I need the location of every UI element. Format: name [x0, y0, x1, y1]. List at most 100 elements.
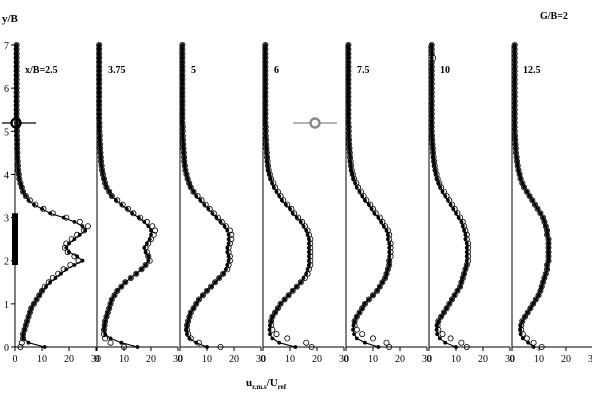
point-open	[13, 102, 20, 109]
point-open	[183, 326, 190, 333]
point-filled	[14, 56, 19, 60]
point-filled	[546, 237, 551, 242]
point-open	[374, 287, 381, 294]
point-filled	[109, 297, 114, 302]
point-open	[180, 149, 187, 156]
point-filled	[512, 94, 517, 99]
point-filled	[15, 151, 20, 155]
point-filled	[346, 77, 351, 82]
point-filled	[191, 306, 196, 311]
point-filled	[266, 163, 270, 168]
point-open	[447, 335, 454, 342]
point-filled	[37, 293, 42, 298]
point-filled	[187, 181, 192, 186]
y-tick-label: 4	[4, 170, 9, 181]
point-open	[198, 197, 205, 204]
point-open	[262, 80, 269, 87]
point-open	[45, 279, 52, 286]
point-open	[428, 59, 435, 66]
point-open	[383, 270, 390, 277]
point-filled	[430, 142, 435, 147]
point-open	[15, 167, 22, 174]
point-open	[511, 106, 518, 113]
point-filled	[268, 332, 272, 336]
point-open	[429, 145, 436, 152]
point-filled	[350, 172, 355, 177]
point-filled	[346, 90, 351, 95]
point-filled	[28, 310, 32, 315]
point-open	[193, 300, 200, 307]
point-open	[101, 326, 108, 333]
point-open	[285, 292, 292, 299]
point-open	[277, 300, 284, 307]
point-open	[523, 188, 530, 195]
point-filled	[546, 241, 551, 246]
point-open	[463, 236, 470, 243]
point-open	[25, 313, 32, 320]
point-open	[430, 54, 437, 61]
x-tick-label: 10	[368, 354, 378, 365]
point-open	[458, 339, 465, 346]
point-open	[458, 279, 465, 286]
point-filled	[349, 163, 353, 168]
point-filled	[429, 125, 434, 129]
point-open	[179, 132, 186, 139]
point-open	[152, 227, 159, 234]
point-open	[345, 119, 352, 126]
point-open	[348, 162, 355, 169]
point-open	[179, 115, 186, 122]
point-open	[179, 102, 186, 109]
x-tick-label: 10	[37, 354, 47, 365]
point-filled	[221, 271, 226, 276]
x-tick-label: 30	[505, 354, 515, 365]
x-axis-title: ur.m.s/Uref	[246, 377, 287, 391]
point-open	[268, 175, 275, 182]
point-filled	[545, 232, 549, 237]
point-open	[274, 305, 281, 312]
point-filled	[263, 103, 268, 108]
point-open	[180, 145, 187, 152]
point-open	[451, 205, 458, 212]
point-open	[183, 171, 190, 178]
point-open	[262, 85, 269, 92]
point-filled	[512, 64, 517, 69]
point-open	[118, 283, 125, 290]
point-filled	[266, 168, 271, 173]
point-filled	[462, 271, 466, 276]
point-filled	[115, 289, 120, 293]
point-open	[13, 50, 20, 57]
point-open	[345, 42, 352, 49]
point-open	[345, 50, 352, 57]
point-filled	[108, 302, 113, 306]
point-filled	[112, 293, 117, 298]
point-open	[13, 63, 20, 70]
point-filled	[14, 60, 19, 65]
point-open	[517, 175, 524, 182]
point-filled	[455, 289, 460, 293]
point-open	[17, 180, 24, 187]
point-open	[214, 214, 221, 221]
point-filled	[197, 297, 201, 302]
series-line-filled	[264, 45, 310, 348]
point-filled	[180, 60, 185, 65]
point-filled	[263, 94, 268, 99]
point-filled	[429, 51, 434, 56]
point-filled	[100, 168, 104, 173]
point-open	[71, 253, 78, 260]
point-open	[369, 292, 376, 299]
point-open	[446, 300, 453, 307]
point-open	[345, 67, 352, 74]
point-filled	[542, 276, 547, 280]
point-open	[179, 111, 186, 118]
point-open	[96, 54, 103, 61]
point-open	[530, 300, 537, 307]
point-open	[428, 63, 435, 70]
point-open	[13, 119, 20, 126]
point-filled	[42, 345, 47, 349]
point-open	[220, 270, 227, 277]
point-open	[108, 192, 115, 199]
point-open	[291, 210, 298, 217]
point-filled	[512, 116, 517, 121]
point-filled	[149, 228, 153, 233]
point-open	[103, 184, 110, 191]
